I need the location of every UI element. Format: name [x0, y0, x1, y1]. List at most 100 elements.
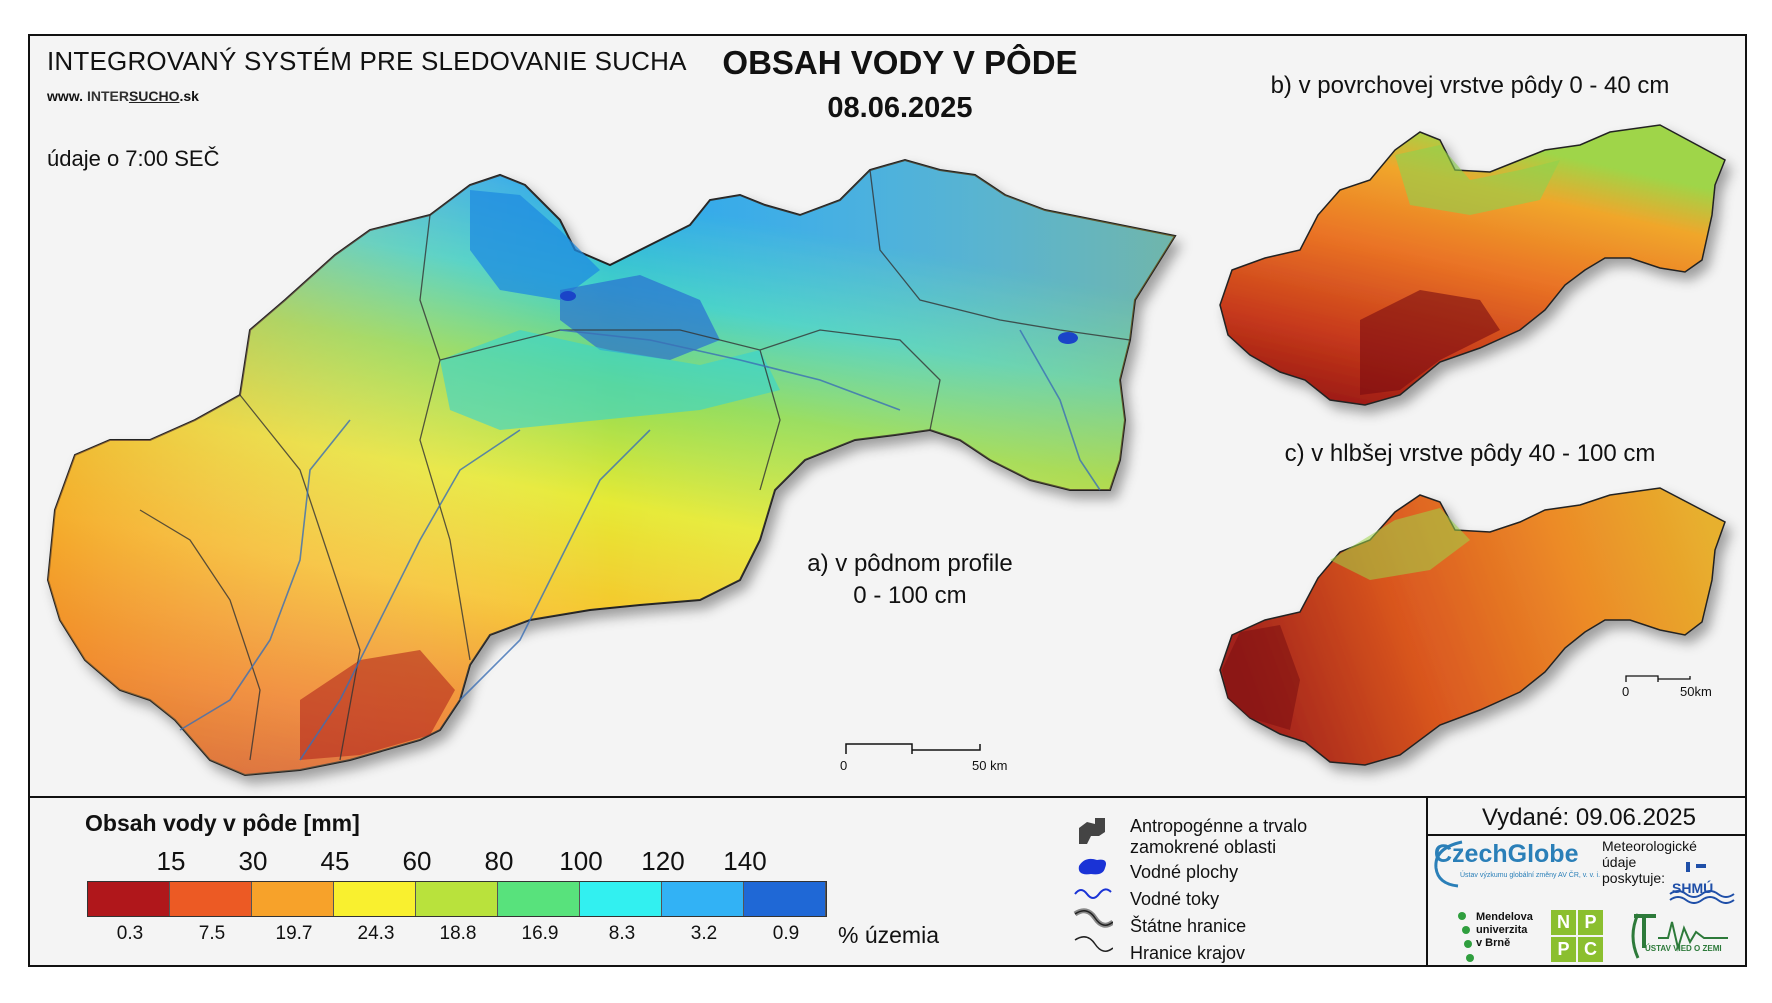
main-title: OBSAH VODY V PÔDE	[722, 44, 1078, 81]
legend-colorbar	[87, 881, 827, 917]
issued-date: Vydané: 09.06.2025	[1482, 804, 1696, 831]
state-border-icon-inner	[1074, 910, 1113, 926]
wet-area-center	[440, 330, 780, 430]
data-time: údaje o 7:00 SEČ	[47, 146, 220, 171]
mendel-dots-icon	[1458, 912, 1474, 962]
mendel-line3: v Brně	[1476, 937, 1511, 949]
map-c-slovakia	[1219, 487, 1726, 766]
threshold-label: 120	[641, 846, 685, 876]
map-c-label: c) v hlbšej vrstve pôdy 40 - 100 cm	[1284, 440, 1656, 467]
percent-value: 19.7	[275, 923, 313, 944]
map-a-label-line1: a) v pôdnom profile	[807, 550, 1013, 577]
scale-main-start: 0	[840, 758, 848, 773]
nppc-letter: C	[1578, 937, 1603, 962]
meteo-line2: údaje	[1602, 854, 1637, 870]
czechglobe-arc-icon	[1434, 840, 1463, 888]
state-border-icon	[1073, 908, 1113, 928]
website-prefix: www.	[47, 88, 84, 104]
meteo-line3: poskytuje:	[1602, 870, 1666, 886]
legend-water-bodies: Vodné plochy	[1130, 862, 1239, 882]
threshold-label: 30	[238, 846, 268, 876]
color-swatch	[744, 882, 826, 916]
region-border-icon	[1074, 936, 1113, 952]
map-b-label: b) v povrchovej vrstve pôdy 0 - 40 cm	[1270, 72, 1670, 99]
issued-box	[1426, 798, 1747, 967]
map-c-green-north	[1330, 508, 1470, 580]
map-a-label-line2: 0 - 100 cm	[853, 582, 967, 609]
meteo-line1: Meteorologické	[1602, 838, 1697, 854]
water-body	[1058, 332, 1078, 344]
uvz-logo-icon	[1631, 913, 1728, 959]
wet-area-north	[470, 190, 600, 300]
scale-bar-small	[1625, 675, 1691, 682]
czechglobe-subtitle: Ústav výzkumu globální změny AV ČR, v. v…	[1460, 872, 1601, 879]
legend-anthropogenic-line1: Antropogénne a trvalo	[1130, 816, 1308, 836]
color-swatch	[498, 882, 580, 916]
region-borders	[139, 169, 1131, 761]
issued-divider	[1426, 834, 1747, 836]
percent-value: 3.2	[690, 923, 718, 944]
website-brand-b: SUCHO	[128, 88, 180, 104]
threshold-label: 100	[559, 846, 603, 876]
color-swatch	[252, 882, 334, 916]
legend-title: Obsah vody v pôde [mm]	[85, 810, 360, 836]
anthropogenic-area-icon	[1079, 818, 1105, 844]
threshold-label: 45	[320, 846, 350, 876]
scale-bar-main	[845, 743, 981, 754]
percent-value: 0.9	[772, 923, 800, 944]
percent-value: 8.3	[608, 923, 636, 944]
website-brand-a: INTER	[86, 88, 129, 104]
legend-water-streams: Vodné toky	[1130, 889, 1220, 909]
mendel-line1: Mendelova	[1476, 911, 1533, 923]
legend-anthropogenic: Antropogénne a trvalo zamokrené oblasti	[1130, 816, 1307, 858]
map-c-dark-west	[1222, 625, 1300, 730]
scale-small-start: 0	[1622, 684, 1630, 699]
scale-main-end: 50 km	[972, 758, 1008, 773]
legend-anthropogenic-line2: zamokrené oblasti	[1130, 837, 1277, 857]
uvz-logo: ÚSTAV VIED O ZEMI	[1645, 944, 1722, 953]
czechglobe-logo: CzechGlobe	[1434, 840, 1579, 868]
water-body	[560, 291, 576, 301]
system-title: INTEGROVANÝ SYSTÉM PRE SLEDOVANIE SUCHA	[47, 46, 687, 76]
meteo-credit: Meteorologické údaje poskytuje:	[1602, 838, 1697, 886]
water-stream-icon	[1074, 888, 1112, 899]
shmu-logo: SHMÚ	[1672, 880, 1714, 896]
mendel-logo: Mendelova univerzita v Brně	[1476, 911, 1533, 950]
map-date: 08.06.2025	[827, 92, 973, 124]
wet-area-tatra	[560, 275, 720, 360]
percent-value: 18.8	[439, 923, 477, 944]
legend-state-border: Štátne hranice	[1130, 916, 1247, 936]
color-swatch	[334, 882, 416, 916]
mendel-line2: univerzita	[1476, 924, 1528, 936]
threshold-label: 140	[723, 846, 767, 876]
water-body-icon	[1078, 858, 1106, 875]
map-b-dry-south	[1360, 290, 1500, 395]
threshold-label: 15	[156, 846, 186, 876]
nppc-logo: N P P C	[1551, 910, 1603, 962]
percent-unit: % územia	[838, 922, 939, 948]
website-link[interactable]: www. INTERSUCHO.sk	[47, 88, 199, 104]
color-swatch	[88, 882, 170, 916]
legend-region-border: Hranice krajov	[1130, 943, 1246, 963]
legend-separator	[28, 796, 1747, 798]
map-b-wet-north	[1395, 145, 1560, 215]
percent-value: 24.3	[357, 923, 395, 944]
dry-area-southwest	[300, 650, 455, 760]
percent-value: 0.3	[116, 923, 144, 944]
symbol-legend-icons	[1073, 818, 1113, 952]
map-b-slovakia	[1219, 124, 1726, 406]
percent-value: 7.5	[198, 923, 226, 944]
website-suffix: .sk	[179, 88, 199, 104]
scale-small-end: 50km	[1680, 684, 1712, 699]
river-lines	[179, 329, 1101, 761]
color-swatch	[662, 882, 744, 916]
percent-value: 16.9	[521, 923, 559, 944]
shmu-logo-icon	[1669, 862, 1735, 904]
nppc-letter: P	[1551, 937, 1576, 962]
threshold-label: 80	[484, 846, 514, 876]
nppc-letter: N	[1551, 910, 1576, 935]
nppc-letter: P	[1578, 910, 1603, 935]
threshold-label: 60	[402, 846, 432, 876]
color-swatch	[416, 882, 498, 916]
